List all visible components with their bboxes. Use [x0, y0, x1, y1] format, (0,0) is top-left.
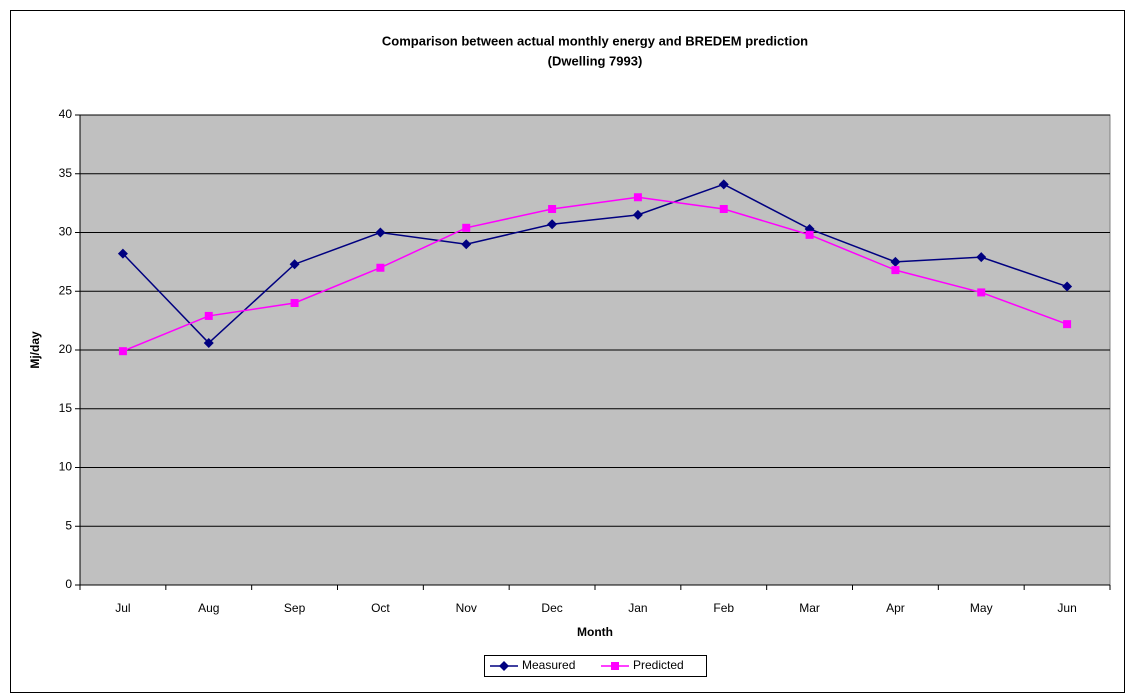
x-tick-label: Oct [371, 601, 390, 615]
y-axis-label: Mj/day [28, 331, 42, 369]
marker [977, 288, 986, 297]
x-tick-label: Apr [886, 601, 905, 615]
y-tick-label: 15 [59, 401, 73, 415]
x-tick-label: Jun [1057, 601, 1076, 615]
legend-label: Measured [522, 658, 575, 672]
y-tick-label: 0 [65, 577, 72, 591]
series-line [122, 183, 1068, 344]
y-tick-label: 5 [65, 518, 72, 532]
y-tick-label: 35 [59, 166, 73, 180]
x-tick-label: Jul [115, 601, 130, 615]
marker [204, 311, 213, 320]
marker [547, 219, 558, 230]
legend-box [484, 655, 707, 677]
series-line [122, 196, 1068, 352]
marker [462, 223, 471, 232]
x-tick-label: Nov [456, 601, 477, 615]
marker [976, 252, 987, 263]
x-tick-label: Feb [713, 601, 734, 615]
marker [632, 209, 643, 220]
marker [719, 205, 728, 213]
marker [290, 299, 299, 307]
marker [118, 347, 127, 356]
x-tick-label: Dec [541, 601, 562, 615]
marker [461, 239, 472, 250]
marker [891, 266, 900, 275]
marker [203, 337, 214, 348]
x-tick-label: Aug [198, 601, 219, 615]
marker [1063, 320, 1072, 329]
legend-marker [499, 661, 509, 671]
marker [375, 227, 386, 238]
y-tick-label: 40 [59, 107, 73, 121]
marker [117, 248, 128, 259]
x-axis-label: Month [577, 625, 613, 639]
legend-label: Predicted [633, 658, 684, 672]
chart-title: Comparison between actual monthly energy… [382, 33, 808, 48]
legend-marker [611, 662, 619, 670]
marker [633, 193, 642, 202]
y-tick-label: 10 [59, 460, 73, 474]
marker [718, 179, 729, 190]
marker [890, 256, 901, 267]
y-tick-label: 25 [59, 283, 73, 297]
x-tick-label: May [970, 601, 993, 615]
chart-subtitle: (Dwelling 7993) [548, 53, 643, 68]
y-tick-label: 20 [59, 342, 73, 356]
marker [805, 230, 814, 239]
x-tick-label: Jan [628, 601, 647, 615]
y-tick-label: 30 [59, 225, 73, 239]
marker [548, 205, 557, 213]
x-tick-label: Sep [284, 601, 306, 615]
marker [1062, 281, 1073, 292]
marker [376, 263, 385, 272]
x-tick-label: Mar [799, 601, 820, 615]
marker [289, 259, 300, 270]
